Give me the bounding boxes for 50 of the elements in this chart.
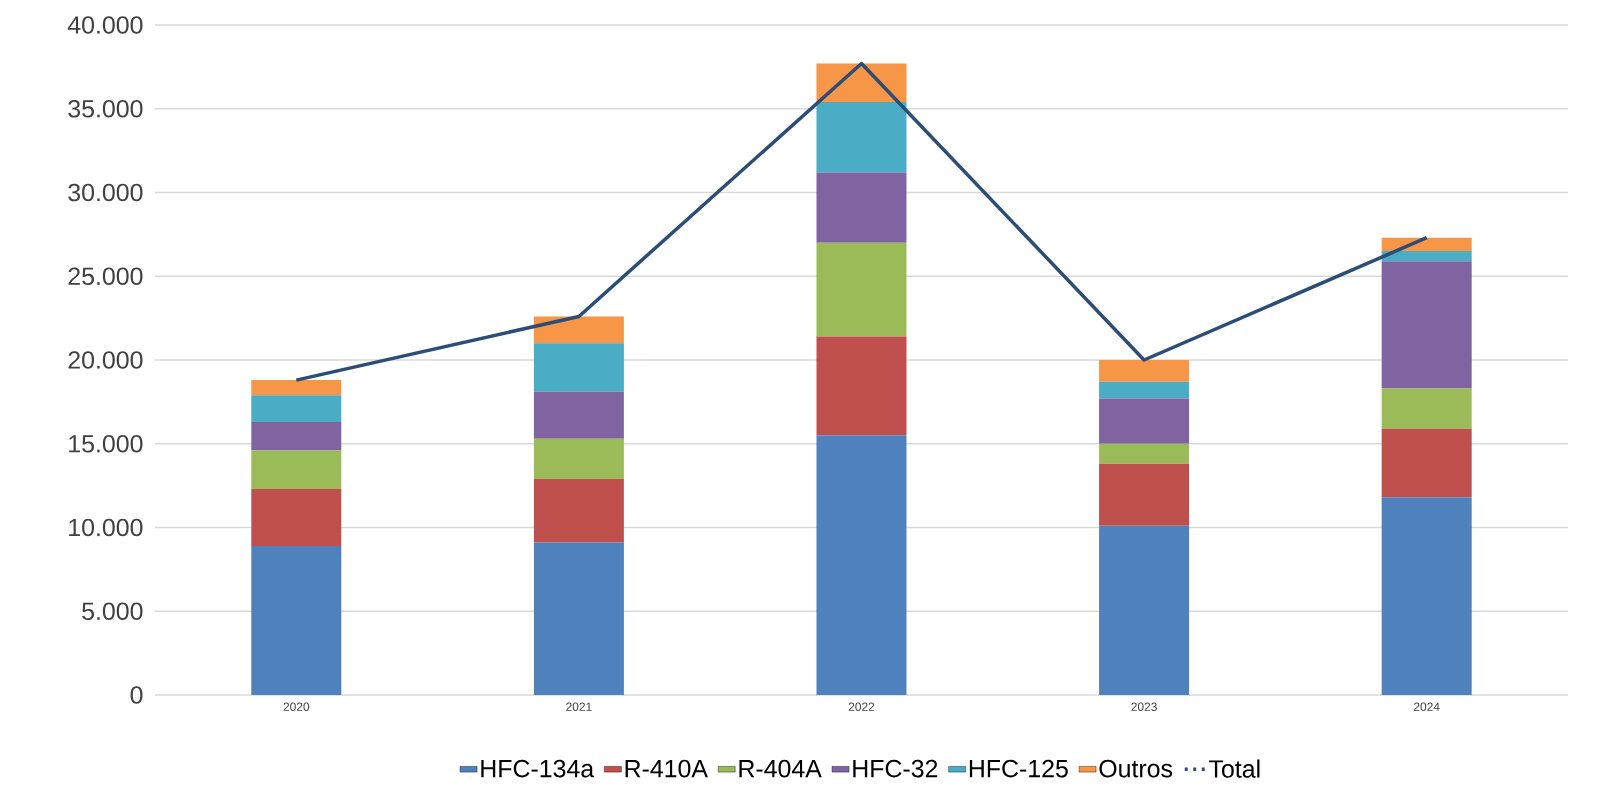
bar [251, 421, 342, 451]
bar [1099, 463, 1190, 526]
x-tick-label: 2022 [848, 702, 875, 711]
bar [1099, 443, 1190, 464]
legend-label: R-410A [625, 759, 708, 778]
y-tick-label: 30.000 [68, 183, 143, 202]
bar [816, 102, 907, 173]
y-tick-label: 0 [130, 686, 143, 704]
y-tick-label: 25.000 [68, 267, 143, 286]
bar [251, 545, 342, 695]
y-tick-label: 40.000 [67, 16, 143, 34]
x-tick-label: 2023 [1131, 702, 1157, 711]
bar [1381, 428, 1472, 498]
line-series [294, 61, 1429, 382]
bar [816, 435, 907, 695]
bar [533, 316, 624, 344]
bar [1381, 251, 1472, 262]
bar [816, 336, 907, 436]
legend-label: R-404A [739, 759, 822, 778]
bar [533, 542, 624, 695]
legend-label: HFC-125 [969, 759, 1068, 778]
bar [1381, 497, 1472, 695]
bar [816, 172, 907, 243]
bar [251, 488, 342, 546]
bar [816, 242, 907, 337]
bar [1381, 261, 1472, 389]
y-tick-label: 15.000 [69, 434, 143, 453]
legend-label: HFC-134a [481, 759, 595, 778]
x-tick-label: 2021 [566, 702, 592, 711]
legend-label: Total [1209, 759, 1260, 778]
y-tick-label: 35.000 [68, 99, 143, 118]
bar [533, 438, 624, 479]
bar [251, 380, 342, 396]
bar [1099, 359, 1190, 382]
bar [1381, 388, 1472, 429]
bar [533, 343, 624, 392]
bar [533, 478, 624, 543]
legend-label: HFC-32 [853, 759, 938, 778]
bar [1099, 398, 1190, 444]
bar [533, 391, 624, 439]
bar [251, 395, 342, 422]
x-tick-label: 2024 [1413, 702, 1440, 711]
legend-label: Outros [1099, 759, 1173, 778]
y-tick-label: 10.000 [69, 518, 143, 537]
bar [1099, 381, 1190, 399]
bar [1099, 525, 1190, 695]
bar [251, 450, 342, 489]
x-tick-label: 2020 [283, 702, 310, 711]
y-tick-label: 5.000 [82, 602, 143, 621]
y-tick-label: 20.000 [68, 351, 143, 369]
